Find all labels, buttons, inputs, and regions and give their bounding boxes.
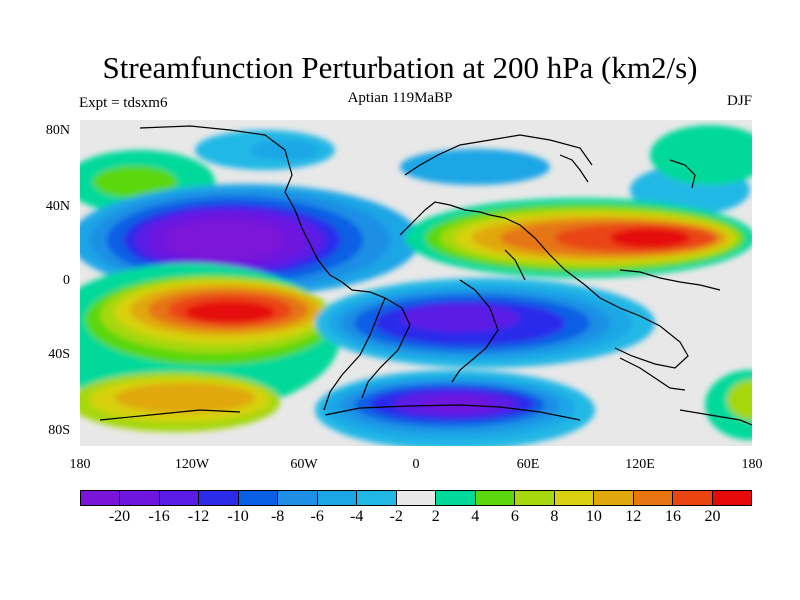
- colorbar-swatch: [515, 491, 555, 505]
- lat-label-40s: 40S: [48, 347, 70, 362]
- colorbar-swatch: [396, 491, 437, 505]
- streamfunction-map: [80, 120, 752, 446]
- colorbar-tick-label: -12: [187, 508, 210, 525]
- colorbar-tick-label: 2: [431, 508, 440, 525]
- colorbar-tick-label: 16: [664, 508, 681, 525]
- colorbar-tick-label: -10: [227, 508, 249, 525]
- colorbar-tick-label: -20: [108, 508, 131, 525]
- colorbar-swatch: [357, 491, 397, 505]
- colorbar-swatch: [475, 491, 516, 505]
- colorbar-tick-label: 10: [585, 508, 602, 525]
- colorbar-swatch: [633, 491, 674, 505]
- colorbar-swatch: [238, 491, 279, 505]
- colorbar-swatch: [712, 491, 751, 505]
- lon-label-60w: 60W: [290, 457, 318, 472]
- colorbar-tick-label: 6: [510, 508, 519, 525]
- colorbar-tick-label: 20: [704, 508, 721, 525]
- colorbar-tick-label: -16: [148, 508, 170, 525]
- lat-label-80s: 80S: [48, 423, 70, 438]
- lon-label-0: 0: [412, 457, 420, 472]
- colorbar-swatch: [278, 491, 318, 505]
- colorbar-swatch: [120, 491, 160, 505]
- lat-label-40n: 40N: [45, 199, 70, 214]
- colorbar-tick-label: 4: [471, 508, 480, 525]
- lat-label-80n: 80N: [45, 123, 70, 138]
- colorbar-swatch: [81, 491, 121, 505]
- lat-label-0: 0: [63, 273, 70, 288]
- coastlines: [99, 125, 752, 426]
- colorbar-tick-label: -8: [270, 508, 285, 525]
- colorbar: [80, 490, 752, 506]
- map-plot: [80, 120, 752, 446]
- colorbar-swatch: [554, 491, 595, 505]
- colorbar-tick-label: -6: [310, 508, 324, 525]
- lon-label-180-east: 180: [741, 457, 763, 472]
- season-label: DJF: [726, 93, 752, 109]
- colorbar-tick-label: 8: [550, 508, 559, 525]
- colorbar-swatch: [317, 491, 358, 505]
- colorbar-tick-label: -4: [350, 508, 364, 525]
- lon-label-180-west: 180: [69, 457, 91, 472]
- chart-title: Streamfunction Perturbation at 200 hPa (…: [102, 50, 698, 85]
- contour-fills: [80, 125, 752, 446]
- colorbar-tick-label: -2: [389, 508, 403, 525]
- colorbar-swatch: [199, 491, 239, 505]
- colorbar-tick-label: 12: [625, 508, 642, 525]
- experiment-label: Expt = tdsxm6: [79, 95, 168, 111]
- period-label: Aptian 119MaBP: [347, 90, 453, 106]
- colorbar-swatch: [436, 491, 476, 505]
- colorbar-swatch: [594, 491, 634, 505]
- lon-label-120w: 120W: [174, 457, 210, 472]
- lon-label-60e: 60E: [516, 457, 540, 472]
- colorbar-swatch: [673, 491, 713, 505]
- colorbar-swatch: [159, 491, 200, 505]
- lon-label-120e: 120E: [625, 457, 655, 472]
